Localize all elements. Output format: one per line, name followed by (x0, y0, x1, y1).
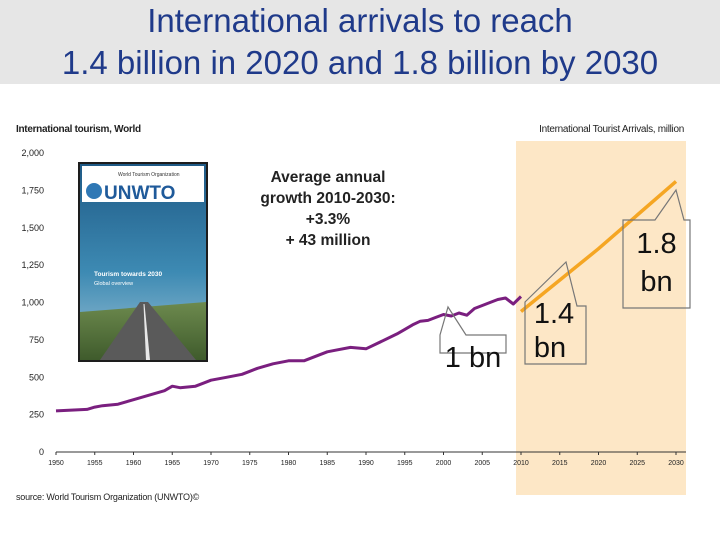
book-title: Tourism towards 2030 (94, 271, 163, 278)
book-cover-image: World Tourism Organization UNWTO Tourism… (78, 162, 208, 362)
x-tick-label: 2000 (436, 460, 452, 467)
x-tick-label: 1975 (242, 460, 258, 467)
y-tick-label: 750 (29, 335, 44, 345)
projection-shade (516, 141, 686, 495)
title-band (0, 0, 720, 84)
x-tick-label: 1990 (358, 460, 374, 467)
book-brand: UNWTO (104, 183, 175, 204)
globe-icon (86, 183, 102, 199)
book-subtitle: Global overview (94, 281, 133, 287)
series-line-projection (519, 180, 678, 313)
x-tick-label: 2015 (552, 460, 568, 467)
callout-2020-label-a: 1.4 (533, 298, 575, 330)
y-tick-label: 0 (39, 447, 44, 457)
x-tick-label: 1995 (397, 460, 413, 467)
callout-2010-shape (439, 305, 507, 354)
avg-growth-line-1: Average annual (270, 169, 386, 186)
x-tick-label: 2005 (474, 460, 490, 467)
x-tick-label: 2020 (591, 460, 607, 467)
avg-growth-line-2: growth 2010-2030: (260, 190, 396, 207)
x-tick-label: 1980 (281, 460, 297, 467)
source-note: source: World Tourism Organization (UNWT… (16, 492, 200, 502)
road (100, 302, 196, 360)
y-tick-label: 1,500 (21, 223, 44, 233)
x-tick-labels: 1950 1955 1960 1965 1970 1975 1980 1985 1990 1995… (48, 452, 684, 467)
y-tick-label: 2,000 (21, 148, 44, 158)
series-line-actual (55, 295, 523, 413)
avg-growth-line-4: + 43 million (285, 232, 371, 249)
x-tick-label: 2030 (668, 460, 684, 467)
x-tick-label: 1955 (87, 460, 103, 467)
x-tick-label: 2010 (513, 460, 529, 467)
y-tick-labels: 0 250 500 750 1,000 1,250 1,500 1,750 2,000 (21, 148, 44, 457)
x-tick-label: 1950 (48, 460, 64, 467)
callout-2020-label-b: bn (533, 332, 567, 364)
y-tick-label: 1,000 (21, 298, 44, 308)
callout-2030-label-a: 1.8 (636, 228, 677, 260)
avg-growth-line-3: +3.3% (305, 211, 351, 228)
x-tick-label: 2025 (629, 460, 645, 467)
y-tick-label: 1,250 (21, 260, 44, 270)
series-lines (55, 180, 678, 413)
book-org: World Tourism Organization (118, 172, 180, 178)
chart-title: International tourism, World (16, 124, 141, 135)
x-tick-label: 1965 (164, 460, 180, 467)
avg-growth-annotation: Average annual growth 2010-2030: +3.3% +… (238, 167, 418, 251)
callout-2030-shape (622, 188, 691, 309)
y-tick-label: 1,750 (21, 185, 44, 195)
callout-2030-label-b: bn (640, 266, 673, 298)
callout-2010-label: 1 bn (444, 342, 502, 374)
y-tick-label: 250 (29, 410, 44, 420)
x-tick-label: 1985 (319, 460, 335, 467)
y-tick-label: 500 (29, 372, 44, 382)
x-tick-label: 1960 (126, 460, 142, 467)
page-title-line-1: International arrivals to reach (147, 2, 573, 39)
page-title-line-2: 1.4 billion in 2020 and 1.8 billion by 2… (61, 44, 659, 81)
callout-2020-shape (524, 260, 587, 365)
y-axis-label: International Tourist Arrivals, million (539, 124, 684, 135)
x-tick-label: 1970 (203, 460, 219, 467)
